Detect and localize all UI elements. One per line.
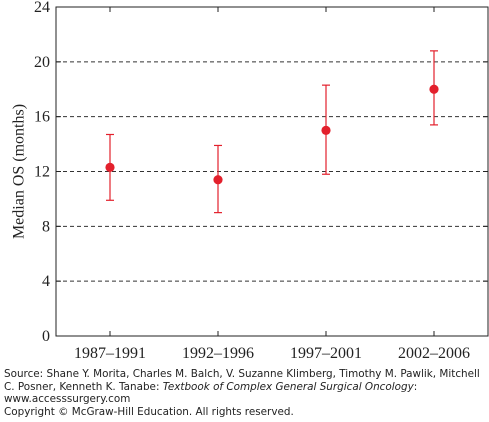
data-point-0 [105,162,115,172]
y-tick-label-12: 12 [34,164,50,181]
data-points [105,50,439,214]
point-group-3 [429,50,439,126]
y-tick-label-0: 0 [42,328,50,345]
y-axis-ticks: 0 4 8 12 16 20 24 [34,0,488,345]
gridlines [56,61,488,282]
point-group-2 [321,84,331,175]
x-tick-label-1: 1992–1996 [182,345,254,362]
data-point-1 [213,175,223,185]
y-tick-label-24: 24 [34,0,50,16]
x-tick-label-0: 1987–1991 [74,345,146,362]
x-tick-label-2: 1997–2001 [290,345,362,362]
source-suffix: : www.accesssurgery.com [4,380,418,406]
chart: 0 4 8 12 16 20 24 1987–1991 1992–1996 1997–2001 2… [11,0,489,362]
x-axis-ticks: 1987–1991 1992–1996 1997–2001 2002–2006 [74,7,470,362]
y-tick-label-8: 8 [42,218,50,235]
y-tick-label-20: 20 [34,54,50,71]
y-tick-label-4: 4 [42,273,50,290]
x-tick-label-3: 2002–2006 [398,345,470,362]
source-credit: Source: Shane Y. Morita, Charles M. Balc… [4,368,486,418]
y-axis-title: Median OS (months) [11,104,28,239]
copyright-line: Copyright © McGraw-Hill Education. All r… [4,405,294,418]
point-group-1 [213,144,223,214]
source-line: Source: Shane Y. Morita, Charles M. Balc… [4,368,486,406]
data-point-2 [321,125,331,135]
source-prefix: Source: Shane Y. Morita, Charles M. Balc… [4,368,480,393]
point-group-0 [105,133,115,201]
data-point-3 [429,84,439,94]
y-tick-label-16: 16 [34,109,50,126]
book-title: Textbook of Complex General Surgical Onc… [162,380,414,393]
